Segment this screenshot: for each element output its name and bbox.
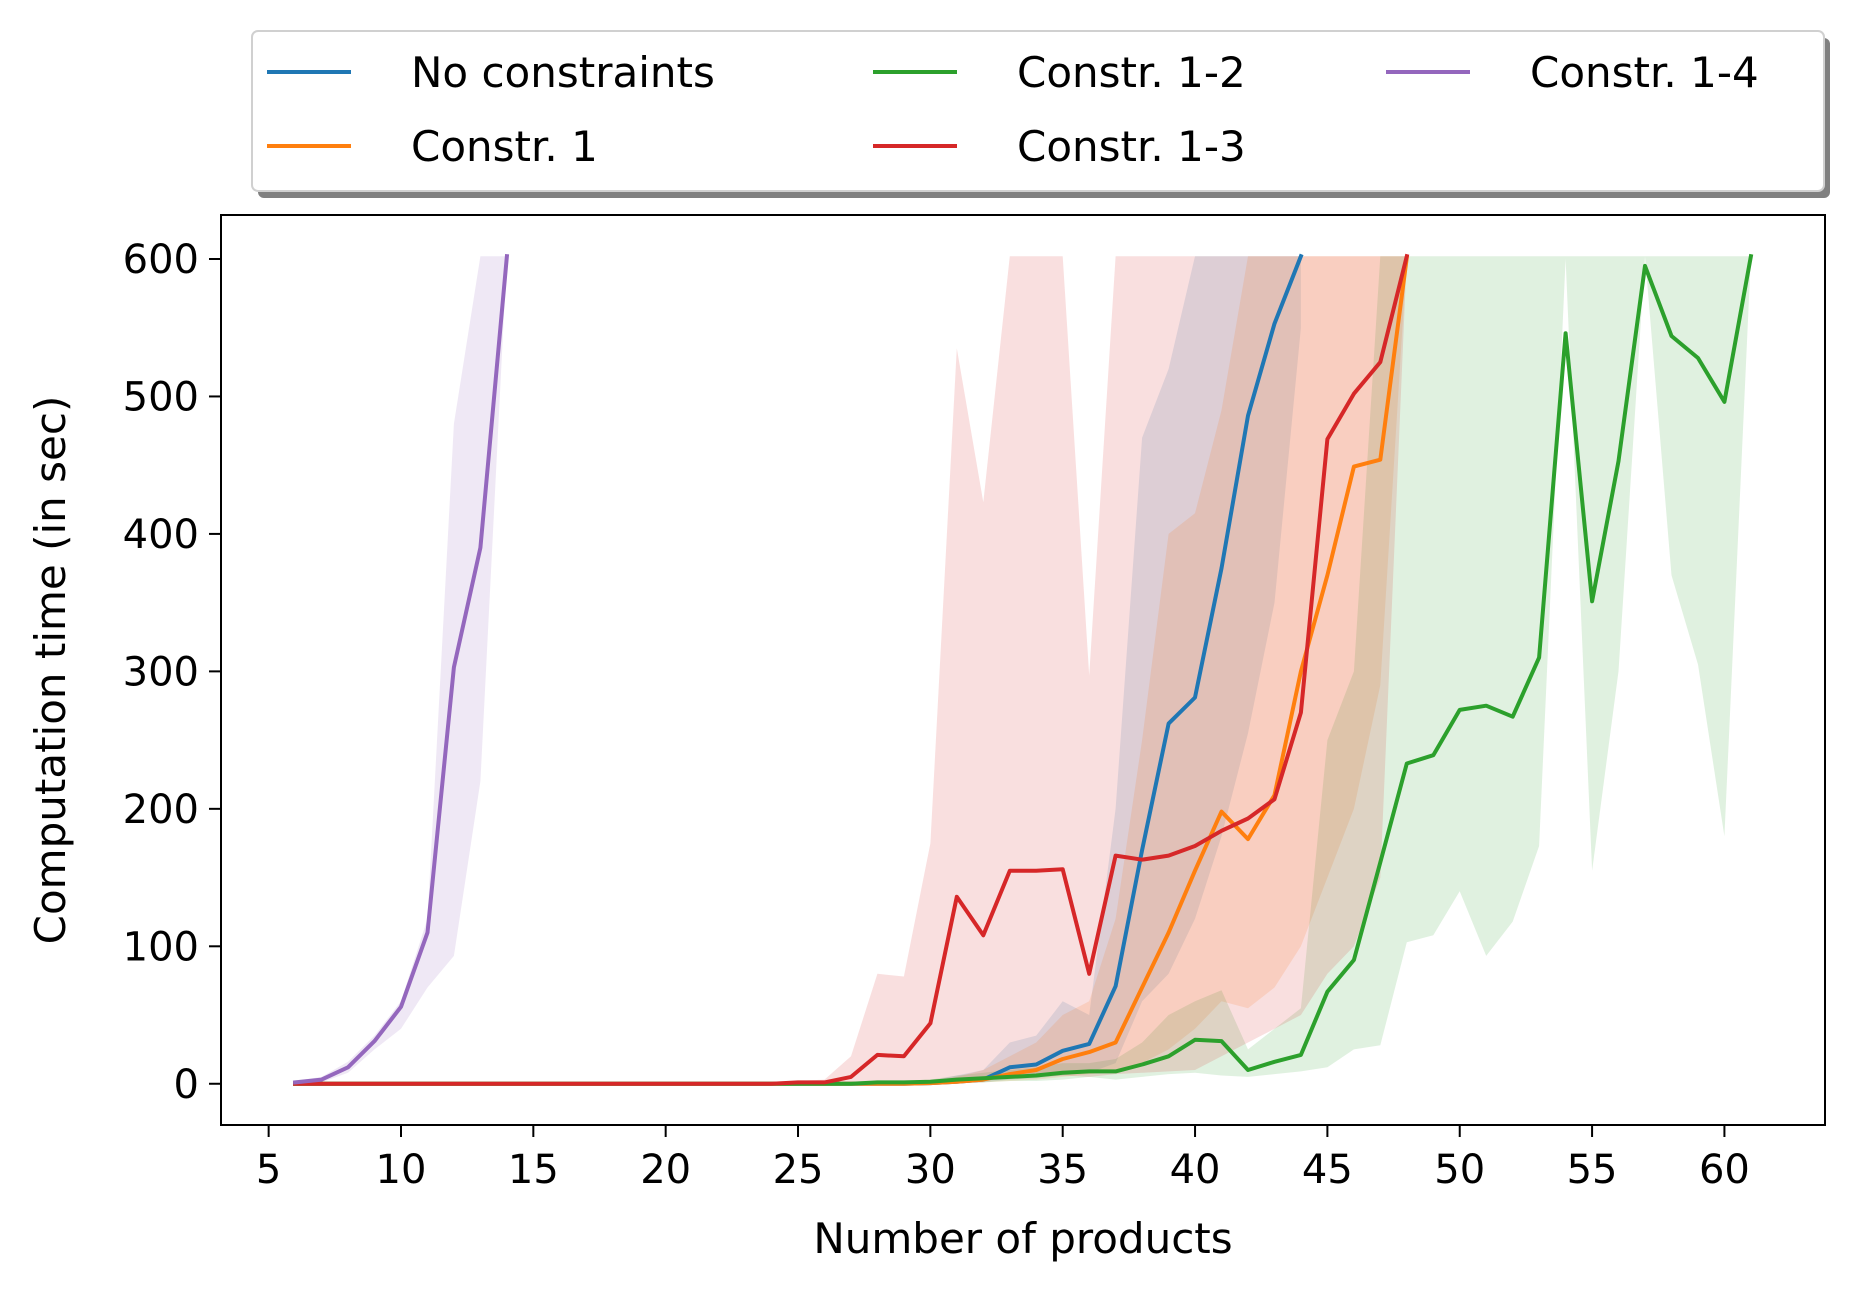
x-axis-label: Number of products	[813, 1214, 1232, 1263]
x-tick-label: 40	[1170, 1147, 1221, 1193]
x-axis: 5 10 15 20 25 30 35 40 45 50 55 60	[256, 1125, 1750, 1193]
x-tick-label: 35	[1037, 1147, 1088, 1193]
x-tick-label: 25	[773, 1147, 824, 1193]
legend-label-constr-1-4: Constr. 1-4	[1530, 48, 1759, 97]
x-tick-label: 20	[640, 1147, 691, 1193]
y-tick-label: 600	[123, 237, 199, 283]
band-constr-1-3	[295, 256, 1407, 1084]
legend: No constraints Constr. 1 Constr. 1-2 Constr…	[251, 30, 1830, 198]
band-constr-1	[295, 256, 1407, 1084]
series-line-constr-1-3	[293, 253, 1410, 1086]
y-tick-label: 500	[123, 374, 199, 420]
legend-label-constr-1-2: Constr. 1-2	[1017, 48, 1246, 97]
x-tick-label: 5	[256, 1147, 281, 1193]
x-tick-label: 55	[1567, 1147, 1618, 1193]
x-tick-label: 10	[376, 1147, 427, 1193]
legend-label-constr-1: Constr. 1	[411, 122, 598, 171]
y-tick-label: 200	[123, 787, 199, 833]
y-axis: 0 100 200 300 400 500 600	[123, 237, 221, 1108]
x-tick-label: 60	[1699, 1147, 1750, 1193]
x-tick-label: 50	[1434, 1147, 1485, 1193]
x-tick-label: 30	[905, 1147, 956, 1193]
x-tick-label: 45	[1302, 1147, 1353, 1193]
x-tick-label: 15	[508, 1147, 559, 1193]
legend-label-constr-1-3: Constr. 1-3	[1017, 122, 1246, 171]
plot-frame	[220, 214, 1826, 1126]
band-constr-1-4	[295, 256, 507, 1084]
y-tick-label: 400	[123, 512, 199, 558]
y-tick-label: 300	[123, 649, 199, 695]
plot-area	[292, 253, 1754, 1086]
y-tick-label: 100	[123, 924, 199, 970]
y-axis-label: Computation time (in sec)	[26, 396, 75, 945]
band-constr-1-2	[295, 256, 1751, 1084]
legend-label-no-constraints: No constraints	[411, 48, 715, 97]
band-no-constraints	[295, 256, 1301, 1084]
series-line-constr-1-4	[292, 254, 510, 1085]
y-tick-label: 0	[174, 1062, 199, 1108]
